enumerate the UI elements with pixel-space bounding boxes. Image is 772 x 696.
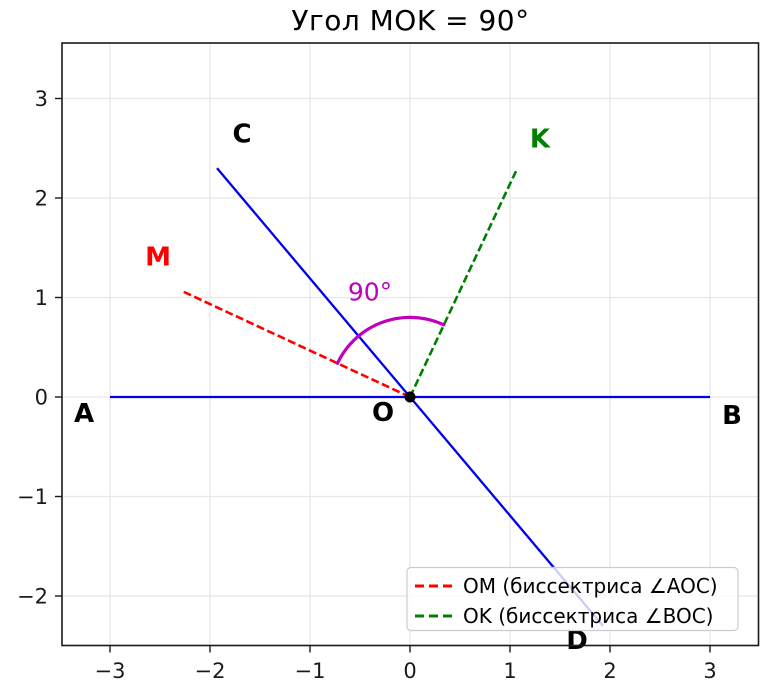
angle-value-label: 90° (348, 278, 392, 307)
line-OK (408, 170, 518, 398)
point-label-B: B (722, 401, 742, 431)
x-tick-label: 3 (703, 659, 716, 683)
y-tick-label: 0 (35, 386, 48, 410)
y-tick-label: 1 (35, 286, 48, 310)
point-label-D: D (566, 626, 588, 656)
x-tick-label: −1 (295, 659, 326, 683)
point-label-C: C (232, 119, 251, 149)
y-tick-label: 2 (35, 187, 48, 211)
legend-entry-label: OM (биссектриса ∠AOC) (463, 574, 718, 598)
point-label-A: A (74, 399, 94, 429)
y-tick-label: 3 (35, 87, 48, 111)
angle-arc (335, 315, 446, 365)
y-tick-label: −2 (17, 585, 48, 609)
y-tick-label: −1 (17, 485, 48, 509)
legend-box (406, 566, 739, 632)
x-tick-label: 0 (403, 659, 416, 683)
chart-title: Угол MOK = 90° (291, 4, 530, 37)
origin-point (404, 391, 416, 403)
x-tick-label: −3 (95, 659, 126, 683)
point-label-K: K (530, 124, 551, 154)
point-label-O: O (372, 398, 394, 428)
x-tick-label: 2 (603, 659, 616, 683)
x-tick-label: 1 (503, 659, 516, 683)
point-label-M: M (145, 243, 171, 273)
x-tick-label: −2 (195, 659, 226, 683)
legend-entry-label: OK (биссектриса ∠BOC) (463, 604, 714, 628)
line-OM (182, 290, 411, 399)
